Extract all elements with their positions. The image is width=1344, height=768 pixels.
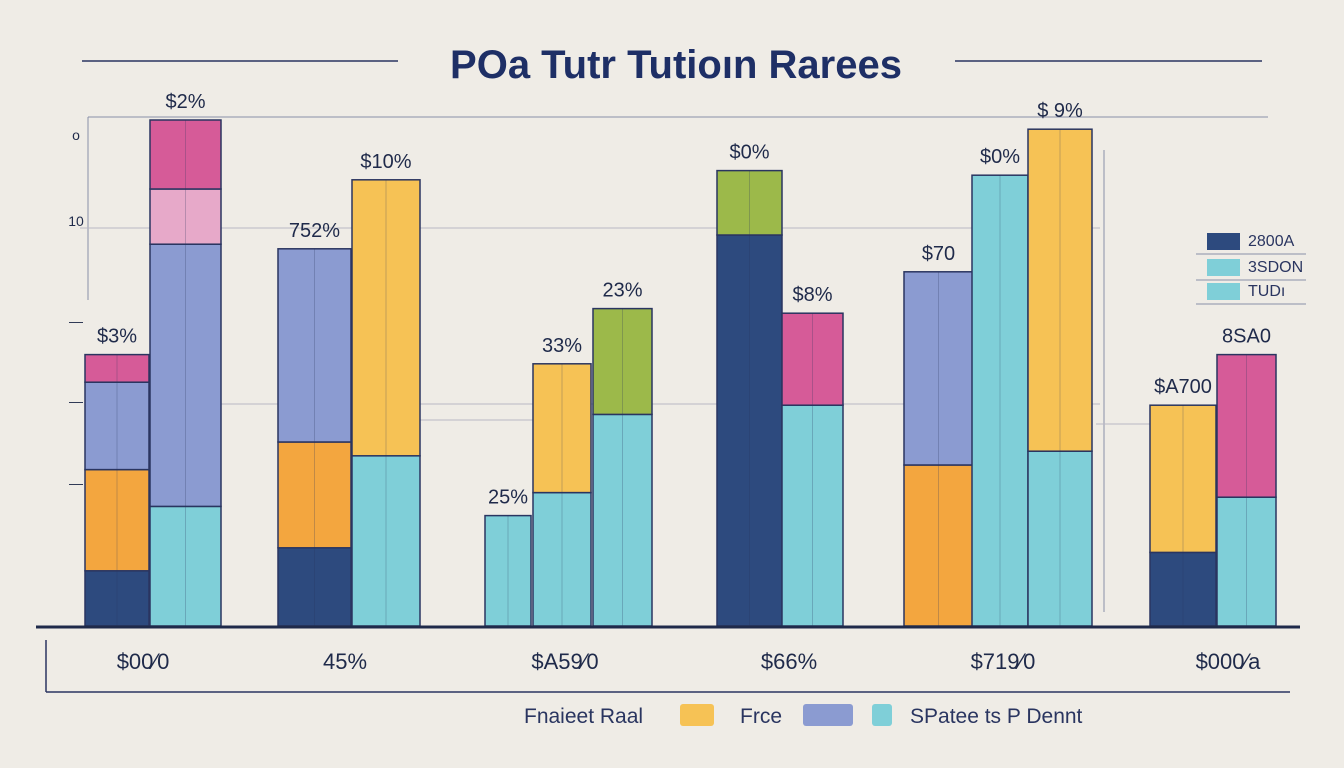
bar-8-segment-1 xyxy=(781,312,844,406)
category-label-1: 45% xyxy=(323,649,367,674)
bar-7-segment-1 xyxy=(716,169,783,236)
legend-bottom-swatch-0 xyxy=(680,704,714,726)
bar-7-data-label: $0% xyxy=(729,142,769,164)
bar-8-data-label: $8% xyxy=(792,284,832,306)
bar-10: $0% xyxy=(971,146,1029,627)
bar-13-data-label: 8SA0 xyxy=(1222,326,1271,348)
bar-5-segment-0 xyxy=(532,491,592,627)
bar-0: $3% xyxy=(84,326,150,627)
bar-10-data-label: $0% xyxy=(980,146,1020,168)
category-labels: $00⁄0 45% $A59⁄0 $66% $719⁄0 $000⁄a xyxy=(117,649,1261,674)
bar-4: 25% xyxy=(484,487,532,627)
bar-11: $ 9% xyxy=(1027,100,1093,627)
bar-4-segment-0 xyxy=(484,514,532,627)
bars-group: $3% $2% 752% $10% 25% 33% 23% $0% $8% $70 $0% $ 9% $… xyxy=(84,91,1277,627)
bar-2-segment-2 xyxy=(277,248,352,443)
bar-13-segment-1 xyxy=(1216,353,1277,498)
bar-2-data-label: 752% xyxy=(289,220,340,242)
bar-13: 8SA0 xyxy=(1216,326,1277,627)
bar-0-segment-2 xyxy=(84,381,150,471)
bar-12-segment-0 xyxy=(1149,551,1217,627)
bar-6-segment-0 xyxy=(592,413,653,627)
bar-8-segment-0 xyxy=(781,404,844,627)
bar-1-data-label: $2% xyxy=(165,91,205,113)
bar-5: 33% xyxy=(532,335,592,627)
legend-bottom-swatch-2 xyxy=(872,704,892,726)
category-label-4: $719⁄0 xyxy=(971,649,1036,674)
bar-1-segment-0 xyxy=(149,505,222,627)
bar-0-segment-3 xyxy=(84,353,150,383)
bar-9-data-label: $70 xyxy=(922,243,955,265)
y-tick-2: — xyxy=(69,313,83,329)
legend-right-swatch-2 xyxy=(1207,283,1240,300)
bar-1-segment-1 xyxy=(149,243,222,508)
y-tick-0: o xyxy=(72,127,80,143)
bar-5-data-label: 33% xyxy=(542,335,582,357)
category-label-5: $000⁄a xyxy=(1196,649,1262,674)
legend-right-label-2: TUDı xyxy=(1248,283,1285,300)
legend-bottom-swatch-1 xyxy=(803,704,853,726)
bar-6: 23% xyxy=(592,280,653,627)
legend-bottom-label-2: SPatee ts P Dennt xyxy=(910,705,1083,728)
legend-right: 2800A 3SDON TUDı xyxy=(1196,233,1306,305)
legend-bottom: Fnaieet Raal Frce SPatee ts P Dennt xyxy=(524,704,1083,728)
category-label-3: $66% xyxy=(761,649,817,674)
bar-0-data-label: $3% xyxy=(97,326,137,348)
bar-10-segment-0 xyxy=(971,174,1029,627)
bar-1-segment-2 xyxy=(149,188,222,245)
bar-12: $A700 xyxy=(1149,376,1217,627)
bar-2-segment-1 xyxy=(277,441,352,549)
bar-12-data-label: $A700 xyxy=(1154,376,1212,398)
bar-0-segment-1 xyxy=(84,468,150,572)
bar-11-segment-1 xyxy=(1027,128,1093,452)
bar-3: $10% xyxy=(351,151,421,627)
bar-3-data-label: $10% xyxy=(360,151,411,173)
bar-8: $8% xyxy=(781,284,844,627)
legend-right-swatch-1 xyxy=(1207,259,1240,276)
legend-right-swatch-0 xyxy=(1207,233,1240,250)
bar-9: $70 xyxy=(903,243,974,627)
category-label-2: $A59⁄0 xyxy=(531,649,598,674)
bar-2: 752% xyxy=(277,220,352,627)
category-label-0: $00⁄0 xyxy=(117,649,170,674)
bar-6-data-label: 23% xyxy=(602,280,642,302)
bar-2-segment-0 xyxy=(277,547,352,627)
chart-title: POa Tutr Tutioın Rarees xyxy=(450,43,902,87)
y-tick-3: — xyxy=(69,393,83,409)
bar-3-segment-1 xyxy=(351,179,421,457)
legend-bottom-label-1: Frce xyxy=(740,705,782,728)
bar-6-segment-1 xyxy=(592,307,653,416)
bar-13-segment-0 xyxy=(1216,496,1277,627)
bar-4-data-label: 25% xyxy=(488,487,528,509)
bar-11-data-label: $ 9% xyxy=(1037,100,1083,122)
bar-1-segment-3 xyxy=(149,119,222,190)
legend-right-label-0: 2800A xyxy=(1248,233,1295,250)
bar-3-segment-0 xyxy=(351,455,421,627)
y-tick-1: 10 xyxy=(68,213,84,229)
bar-12-segment-1 xyxy=(1149,404,1217,554)
bar-7: $0% xyxy=(716,142,783,627)
bar-5-segment-1 xyxy=(532,363,592,494)
y-tick-4: — xyxy=(69,475,83,491)
y-axis-ticks: o 10 — — — xyxy=(68,127,84,491)
legend-right-label-1: 3SDON xyxy=(1248,259,1303,276)
bar-1: $2% xyxy=(149,91,222,627)
legend-bottom-label-0: Fnaieet Raal xyxy=(524,705,643,728)
